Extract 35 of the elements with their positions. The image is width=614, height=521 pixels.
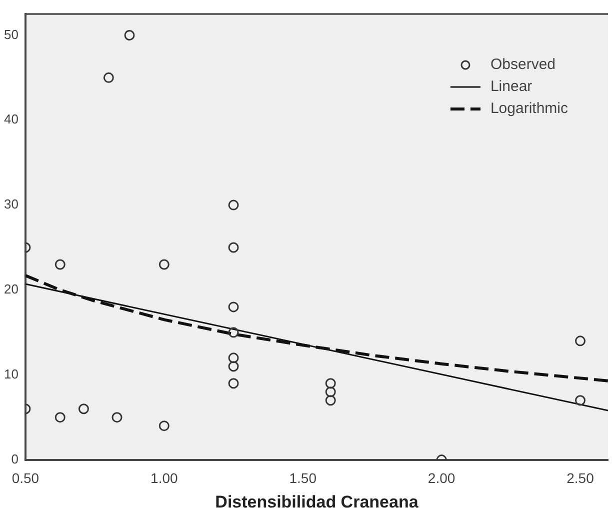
point bbox=[575, 395, 586, 406]
point bbox=[325, 395, 336, 406]
x-tick-label: 2.50 bbox=[566, 470, 594, 486]
legend-label: Logarithmic bbox=[490, 100, 568, 118]
point bbox=[158, 420, 170, 432]
point bbox=[228, 327, 239, 338]
y-tick-label: 50 bbox=[4, 26, 18, 42]
point bbox=[325, 386, 336, 398]
point bbox=[228, 352, 239, 364]
legend-label: Observed bbox=[490, 56, 556, 74]
point bbox=[124, 30, 135, 40]
point bbox=[325, 378, 336, 389]
y-tick-label: 0 bbox=[11, 451, 18, 466]
y-tick-label: 20 bbox=[4, 282, 18, 297]
point bbox=[228, 361, 239, 372]
legend-label: Linear bbox=[490, 78, 532, 96]
x-tick-label: 1.50 bbox=[289, 470, 317, 486]
point bbox=[112, 412, 122, 423]
point bbox=[158, 259, 170, 270]
x-tick-label: 1.00 bbox=[150, 470, 178, 486]
x-axis-title: Distensibilidad Craneana bbox=[215, 492, 419, 512]
x-tick-label: 2.00 bbox=[428, 470, 456, 486]
point bbox=[54, 412, 66, 423]
point bbox=[575, 336, 586, 346]
point bbox=[228, 302, 239, 312]
point bbox=[103, 72, 114, 83]
point bbox=[228, 378, 239, 389]
x-tick-label: 0.50 bbox=[12, 470, 40, 486]
point bbox=[78, 404, 89, 414]
point bbox=[228, 242, 239, 253]
y-tick-label: 40 bbox=[4, 112, 18, 127]
point bbox=[54, 259, 66, 270]
y-tick-label: 10 bbox=[4, 366, 18, 382]
point bbox=[228, 200, 239, 210]
y-tick-label: 30 bbox=[4, 196, 18, 212]
